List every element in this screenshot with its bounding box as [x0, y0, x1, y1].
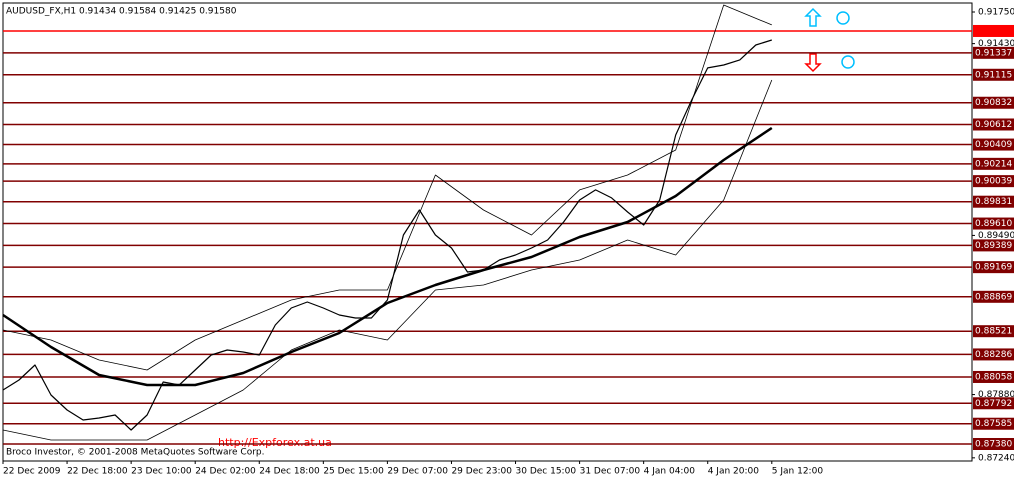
level-line-label: 0.87792 [975, 399, 1012, 409]
x-tick-label: 24 Dec 18:00 [259, 467, 320, 477]
level-line-box [973, 325, 1014, 338]
level-line-box [973, 46, 1014, 59]
level-line-box [973, 417, 1014, 430]
level-line-label: 0.89389 [975, 241, 1012, 251]
x-tick-label: 29 Dec 23:00 [451, 467, 512, 477]
level-line-box [973, 239, 1014, 252]
url: http://Expforex.at.ua [218, 436, 332, 449]
level-line-label: 0.91115 [975, 70, 1012, 80]
level-line-box [973, 397, 1014, 410]
level-line-label: 0.90832 [975, 98, 1012, 108]
x-tick-label: 24 Dec 02:00 [195, 467, 256, 477]
level-line-box [973, 437, 1014, 450]
chart-title: AUDUSD_FX,H1 0.91434 0.91584 0.91425 0.9… [6, 7, 237, 17]
sell-arrow [804, 53, 822, 73]
level-line-box [973, 217, 1014, 230]
level-line-label: 0.88058 [975, 372, 1012, 382]
level-line-label: 0.90409 [975, 140, 1012, 150]
y-tick-label: 0.89490 [978, 231, 1014, 241]
level-line-label: 0.90612 [975, 120, 1012, 130]
level-line-label: 0.90039 [975, 177, 1012, 187]
level-line-label: 0.91337 [975, 48, 1012, 58]
y-tick-label: 0.91750 [978, 7, 1014, 17]
level-line-box [973, 175, 1014, 188]
x-tick-label: 4 Jan 04:00 [644, 467, 696, 477]
level-line-label: 0.88521 [975, 327, 1012, 337]
price-line [2, 79, 773, 441]
signal-icons [804, 7, 855, 73]
buy-arrow [804, 7, 822, 27]
level-line-box [973, 157, 1014, 170]
level-line-box [973, 138, 1014, 151]
level-line-label: 0.89831 [975, 197, 1012, 207]
x-tick-label: 22 Dec 18:00 [67, 467, 128, 477]
price-line [2, 126, 773, 387]
level-line-label: 0.89169 [975, 263, 1012, 273]
price-line [2, 39, 772, 431]
y-tick-label: 0.87240 [978, 453, 1014, 463]
level-line-box [973, 348, 1014, 361]
level-line-label: 0.89610 [975, 219, 1012, 229]
x-tick-label: 23 Dec 10:00 [131, 467, 192, 477]
level-line-label: 0.87380 [975, 439, 1012, 449]
x-tick-label: 31 Dec 07:00 [580, 467, 641, 477]
level-line-box [973, 195, 1014, 208]
x-tick-label: 5 Jan 12:00 [772, 467, 824, 477]
copyright: Broco Investor, © 2001-2008 MetaQuotes S… [6, 448, 265, 458]
thumb-icon [836, 11, 850, 25]
level-line-label: 0.90214 [975, 159, 1012, 169]
level-line-box [973, 290, 1014, 303]
level-line-box [973, 68, 1014, 81]
plot-area [2, 2, 973, 462]
x-tick-label: 25 Dec 15:00 [323, 467, 384, 477]
price-line [2, 4, 772, 371]
y-tick-label: 0.87880 [978, 390, 1014, 400]
x-tick-label: 4 Jan 20:00 [708, 467, 760, 477]
x-tick-label: 30 Dec 15:00 [516, 467, 577, 477]
bid-line-box [973, 24, 1014, 37]
level-line-box [973, 96, 1014, 109]
level-line-box [973, 261, 1014, 274]
level-line-label: 0.87585 [975, 419, 1012, 429]
level-line-label: 0.88869 [975, 292, 1012, 302]
x-tick-label: 29 Dec 07:00 [387, 467, 448, 477]
level-line-label: 0.88286 [975, 350, 1012, 360]
thumb-icon [841, 55, 855, 69]
y-tick-label: 0.91430 [978, 39, 1014, 49]
level-line-box [973, 118, 1014, 131]
x-tick-label: 22 Dec 2009 [3, 467, 61, 477]
level-line-box [973, 370, 1014, 383]
